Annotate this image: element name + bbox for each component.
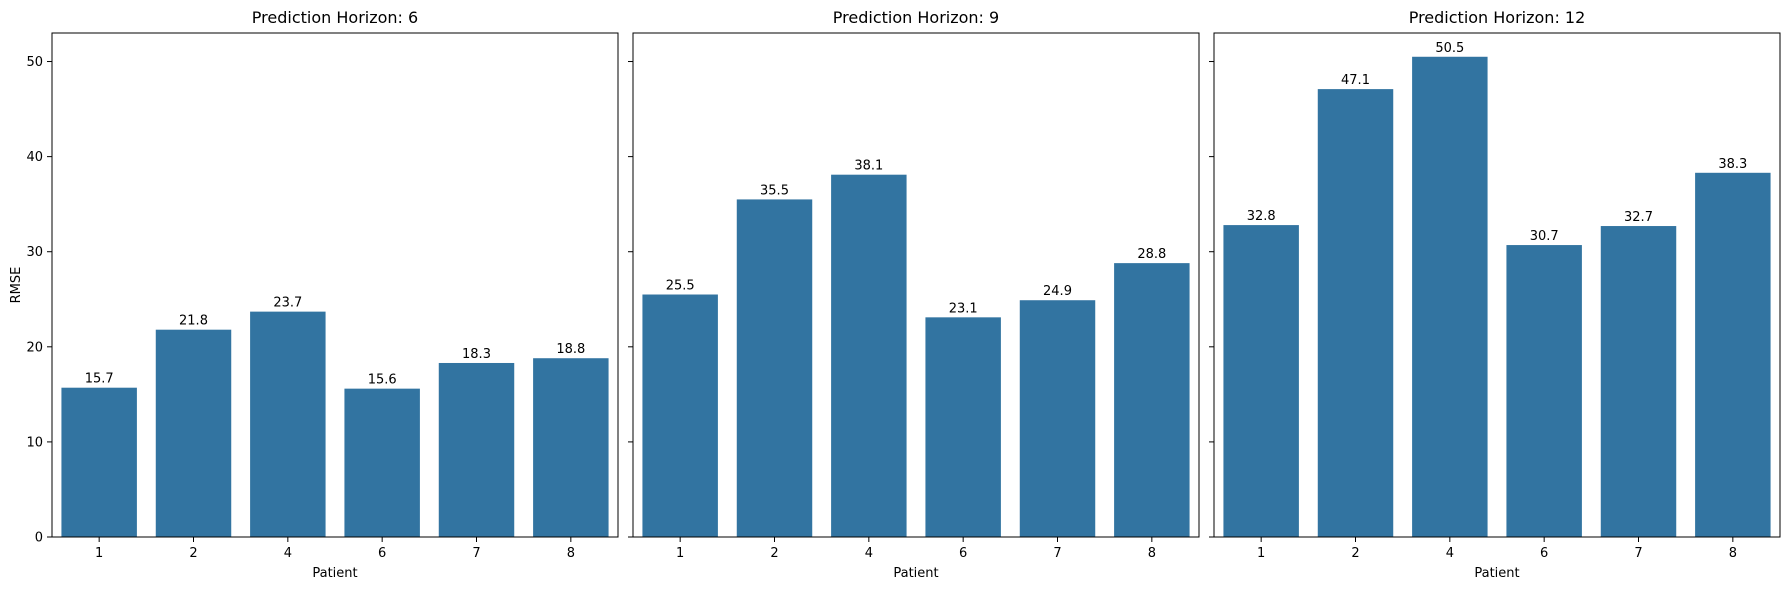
bar-p0-1	[155, 329, 232, 537]
bar-p0-3	[344, 388, 420, 537]
x-tick-label-p0-5: 8	[567, 546, 575, 561]
bar-p2-3	[1506, 245, 1582, 537]
bar-label-p1-4: 24.9	[1043, 284, 1072, 299]
x-tick-label-p0-2: 4	[284, 546, 292, 561]
y-tick-label-5: 50	[26, 55, 43, 70]
chart-title-p1: Prediction Horizon: 9	[833, 8, 999, 27]
bar-p2-0	[1223, 225, 1299, 537]
bar-label-p0-5: 18.8	[556, 342, 585, 357]
bar-p1-5	[1114, 263, 1190, 537]
bar-label-p2-1: 47.1	[1341, 73, 1370, 88]
bar-p2-4	[1600, 226, 1677, 538]
y-tick-label-1: 10	[26, 435, 43, 450]
x-axis-label-p1: Patient	[893, 566, 938, 581]
x-axis-label-p0: Patient	[312, 566, 357, 581]
y-tick-label-2: 20	[26, 340, 43, 355]
bar-label-p1-0: 25.5	[666, 279, 695, 294]
bar-label-p0-2: 23.7	[273, 296, 302, 311]
bar-label-p1-3: 23.1	[949, 301, 978, 316]
x-tick-label-p2-4: 7	[1634, 546, 1642, 561]
y-tick-label-3: 30	[26, 245, 43, 260]
plot-frame-p2	[1213, 32, 1781, 538]
bar-label-p2-4: 32.7	[1624, 210, 1653, 225]
bar-p1-1	[736, 199, 813, 538]
bar-p2-2	[1412, 56, 1488, 538]
y-tick-label-4: 40	[26, 150, 43, 165]
bar-p2-5	[1695, 172, 1771, 538]
bar-label-p2-0: 32.8	[1247, 209, 1276, 224]
bar-p0-0	[61, 387, 137, 537]
bar-label-p0-3: 15.6	[368, 373, 397, 388]
x-tick-label-p0-1: 2	[189, 546, 197, 561]
plot-frame-p1	[632, 32, 1200, 538]
bar-p1-2	[831, 174, 907, 537]
x-tick-label-p1-4: 7	[1053, 546, 1061, 561]
x-tick-label-p2-3: 6	[1540, 546, 1548, 561]
bar-p2-1	[1317, 89, 1394, 538]
x-tick-label-p1-3: 6	[959, 546, 967, 561]
y-axis-label: RMSE	[9, 267, 24, 304]
plot-frame-p0	[51, 32, 619, 538]
x-tick-label-p2-0: 1	[1257, 546, 1265, 561]
bar-label-p1-1: 35.5	[760, 183, 789, 198]
x-tick-label-p1-5: 8	[1148, 546, 1156, 561]
bar-label-p1-5: 28.8	[1137, 247, 1166, 262]
bar-p1-0	[642, 294, 718, 537]
bar-label-p1-2: 38.1	[854, 159, 883, 174]
x-tick-label-p1-1: 2	[770, 546, 778, 561]
chart-title-p0: Prediction Horizon: 6	[252, 8, 418, 27]
x-tick-label-p1-0: 1	[676, 546, 684, 561]
x-tick-label-p2-5: 8	[1729, 546, 1737, 561]
bar-label-p2-3: 30.7	[1530, 229, 1559, 244]
chart-title-p2: Prediction Horizon: 12	[1409, 8, 1586, 27]
bar-label-p0-0: 15.7	[85, 372, 114, 387]
y-tick-label-0: 0	[35, 531, 43, 546]
x-tick-label-p0-4: 7	[472, 546, 480, 561]
x-axis-label-p2: Patient	[1474, 566, 1519, 581]
bar-label-p2-5: 38.3	[1718, 157, 1747, 172]
x-tick-label-p1-2: 4	[865, 546, 873, 561]
bar-p1-4	[1019, 300, 1096, 537]
bar-label-p0-4: 18.3	[462, 347, 491, 362]
bar-p0-2	[250, 311, 326, 537]
bar-label-p2-2: 50.5	[1435, 41, 1464, 56]
x-tick-label-p2-2: 4	[1446, 546, 1454, 561]
bar-p0-5	[533, 358, 609, 537]
x-tick-label-p2-1: 2	[1351, 546, 1359, 561]
bar-label-p0-1: 21.8	[179, 314, 208, 329]
x-tick-label-p0-0: 1	[95, 546, 103, 561]
x-tick-label-p0-3: 6	[378, 546, 386, 561]
bar-p1-3	[925, 317, 1001, 537]
bar-p0-4	[438, 362, 515, 537]
